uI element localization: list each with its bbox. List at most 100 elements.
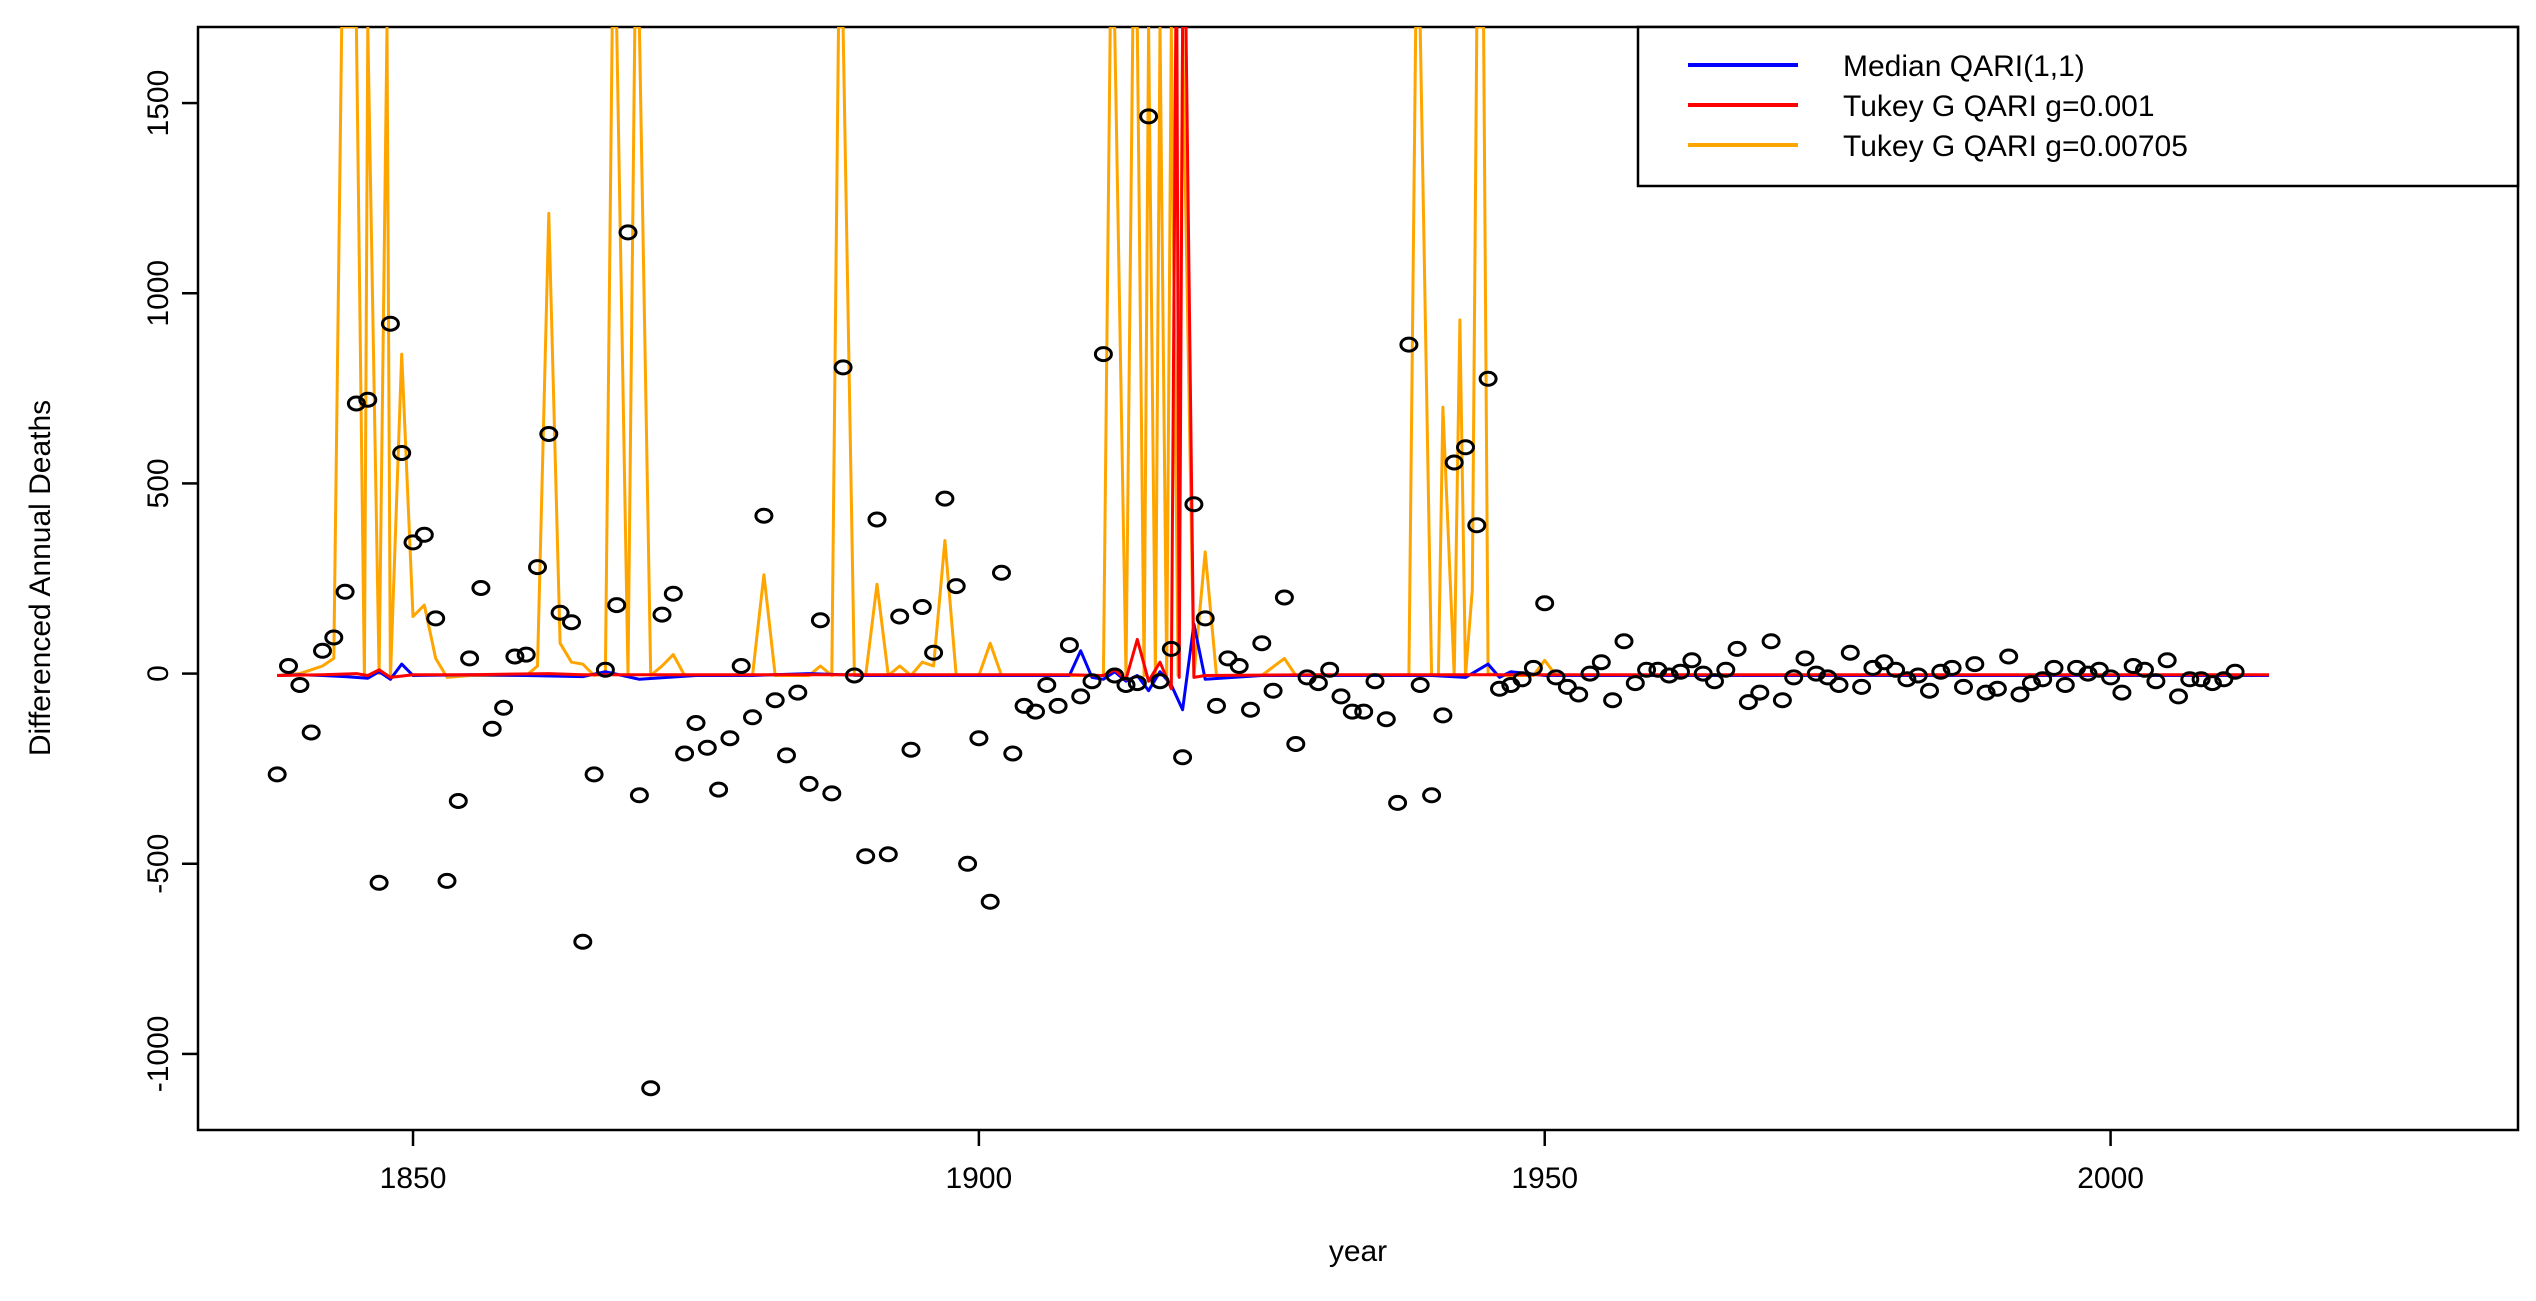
y-tick-label: 0 xyxy=(142,665,175,682)
data-point xyxy=(460,650,480,667)
data-point xyxy=(2250,0,2266,7)
data-point xyxy=(1433,707,1453,724)
data-point xyxy=(1738,694,1758,711)
data-point xyxy=(743,709,762,726)
data-point xyxy=(1342,703,1362,720)
legend: Median QARI(1,1) Tukey G QARI g=0.001 Tuke… xyxy=(1636,25,2520,188)
data-point xyxy=(1490,680,1509,697)
y-tick-label: 500 xyxy=(142,458,175,508)
data-point xyxy=(1523,659,1543,676)
data-point xyxy=(777,747,796,764)
data-point xyxy=(595,661,615,678)
data-point xyxy=(1569,686,1589,703)
data-point xyxy=(1354,703,1374,720)
data-point xyxy=(890,608,910,625)
data-point xyxy=(1920,682,1939,699)
data-point xyxy=(1931,663,1951,680)
data-point xyxy=(1705,673,1724,690)
data-point xyxy=(1840,644,1860,661)
data-point xyxy=(1942,659,1962,676)
data-point xyxy=(403,534,423,551)
data-point xyxy=(2021,675,2041,692)
data-point xyxy=(2214,671,2234,688)
data-point xyxy=(437,872,457,889)
data-point xyxy=(2101,669,2121,686)
data-point xyxy=(346,395,366,412)
data-point xyxy=(1026,703,1045,720)
data-point xyxy=(1750,684,1770,701)
data-point xyxy=(324,629,344,646)
y-axis-title: Differenced Annual Deaths xyxy=(24,400,57,756)
data-point xyxy=(1274,589,1294,606)
data-point xyxy=(663,585,683,602)
data-point xyxy=(1399,336,1419,353)
data-point xyxy=(1127,675,1147,692)
x-tick-label: 1950 xyxy=(1511,1162,1578,1195)
data-point xyxy=(754,507,774,524)
data-point xyxy=(1003,745,1023,762)
data-point xyxy=(1207,697,1226,714)
y-tick-label: -1000 xyxy=(142,1016,175,1093)
data-point xyxy=(946,578,966,595)
data-point xyxy=(1535,595,1555,612)
data-point xyxy=(1139,108,1159,125)
data-point xyxy=(584,766,604,783)
data-point xyxy=(2202,675,2222,692)
data-point xyxy=(1557,678,1577,695)
data-point xyxy=(1071,688,1091,705)
data-point xyxy=(1082,673,1102,690)
data-point xyxy=(1161,640,1181,657)
data-point xyxy=(788,684,808,701)
legend-label: Tukey G QARI g=0.001 xyxy=(1843,90,2155,123)
data-point xyxy=(1376,711,1396,728)
data-point xyxy=(313,642,332,659)
data-point xyxy=(1614,633,1634,650)
data-point xyxy=(1173,749,1193,766)
data-point xyxy=(1716,661,1736,678)
data-point xyxy=(1852,678,1872,695)
data-point xyxy=(1388,794,1408,811)
data-point xyxy=(562,614,581,631)
data-point xyxy=(833,359,853,376)
data-point xyxy=(2044,659,2064,676)
data-point xyxy=(494,699,514,716)
data-point xyxy=(1671,663,1690,680)
data-point xyxy=(1625,675,1645,692)
data-point xyxy=(539,426,559,442)
data-point xyxy=(1874,654,1894,671)
data-point xyxy=(2180,671,2200,688)
data-point xyxy=(2033,671,2053,688)
data-point xyxy=(1637,661,1657,678)
data-point xyxy=(1999,648,2019,665)
data-point xyxy=(1048,697,1068,714)
data-point xyxy=(290,677,310,693)
data-point xyxy=(414,526,434,543)
data-point xyxy=(2261,0,2277,7)
data-point xyxy=(2123,658,2143,674)
data-point xyxy=(1987,680,2007,697)
data-point xyxy=(607,597,627,614)
data-point xyxy=(958,855,978,872)
data-point xyxy=(980,893,1000,910)
data-point xyxy=(1444,454,1464,471)
series-lines xyxy=(277,27,2269,712)
data-point xyxy=(1105,667,1125,684)
data-point xyxy=(1772,692,1792,709)
data-point xyxy=(516,646,536,663)
data-point xyxy=(709,781,729,798)
data-point xyxy=(641,1080,661,1097)
data-point xyxy=(1478,370,1498,387)
data-point xyxy=(2157,652,2177,669)
data-point xyxy=(1886,661,1906,678)
data-point xyxy=(720,730,740,747)
data-point xyxy=(2112,684,2132,701)
data-point xyxy=(1150,673,1170,690)
data-point xyxy=(629,787,649,804)
data-point xyxy=(1365,673,1385,690)
data-point xyxy=(2238,0,2254,7)
y-tick-label: 1000 xyxy=(142,260,175,327)
data-point xyxy=(301,724,321,741)
data-point xyxy=(765,692,785,709)
data-point xyxy=(912,599,932,615)
